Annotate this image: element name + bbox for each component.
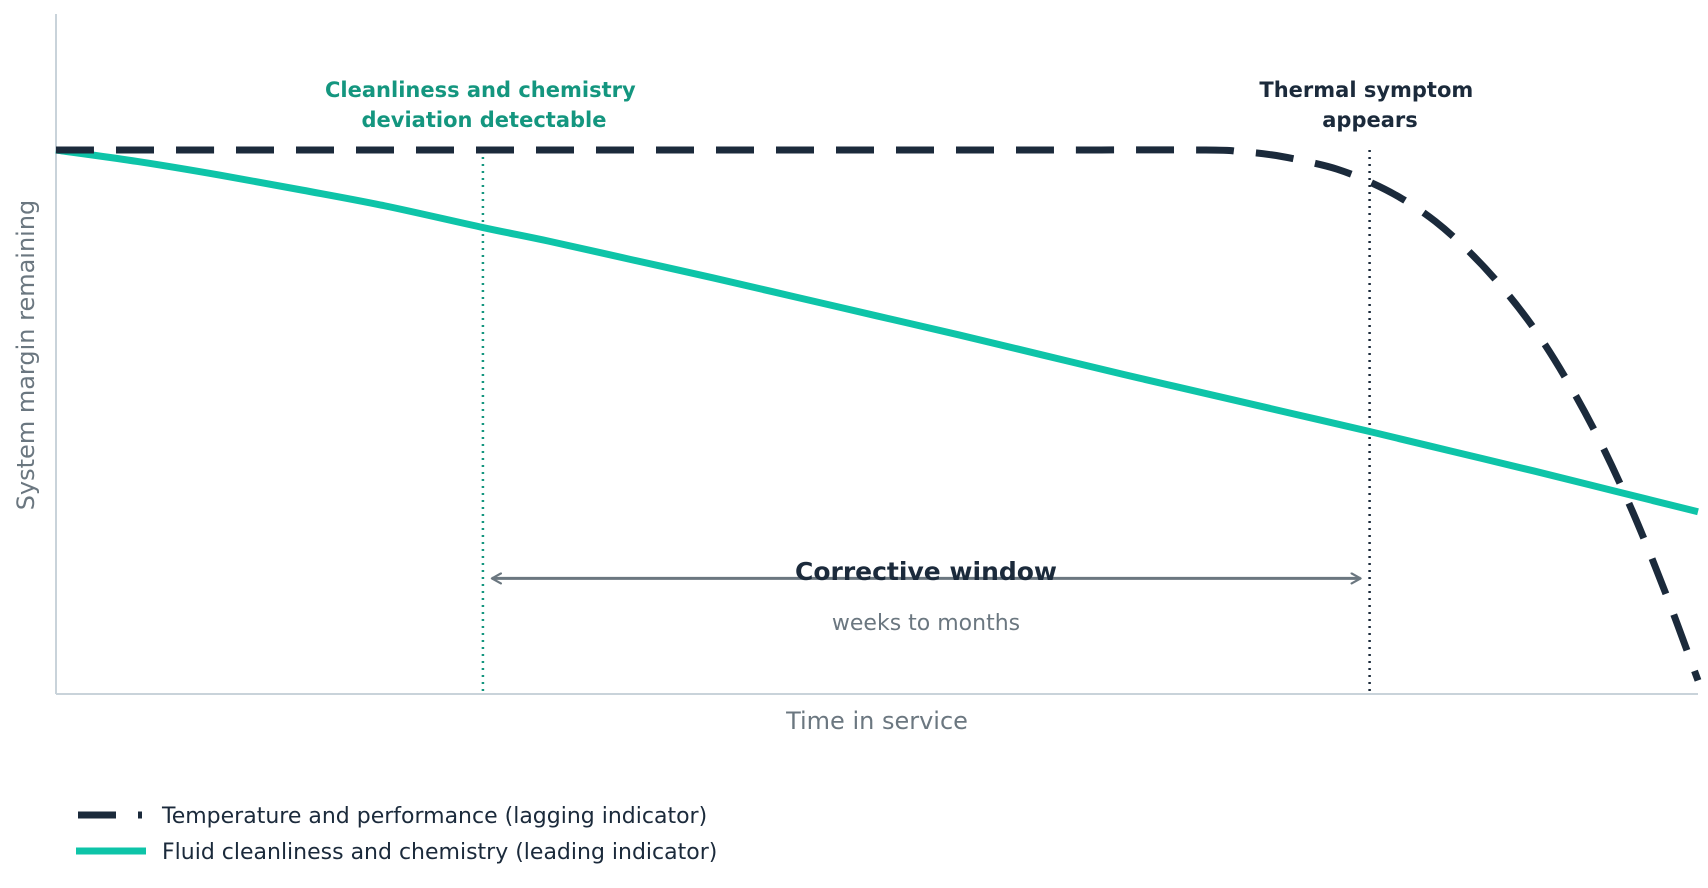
series-line-1 xyxy=(55,146,1699,516)
corrective-window-subtitle: weeks to months xyxy=(832,611,1020,636)
marker-label-thermal: Thermal symptom appears xyxy=(1259,78,1480,132)
marker-label-deviation: Cleanliness and chemistry deviation dete… xyxy=(325,78,643,132)
legend-label-lagging: Temperature and performance (lagging ind… xyxy=(161,804,707,829)
series-lines xyxy=(55,146,1702,682)
y-axis-label: System margin remaining xyxy=(12,200,40,511)
x-axis-label: Time in service xyxy=(785,707,968,735)
corrective-window-title: Corrective window xyxy=(795,557,1057,586)
marker-label-thermal-line1: Thermal symptom xyxy=(1259,78,1473,102)
legend: Temperature and performance (lagging ind… xyxy=(76,804,717,865)
marker-label-deviation-line1: Cleanliness and chemistry xyxy=(325,78,636,102)
marker-label-thermal-line2: appears xyxy=(1322,108,1418,132)
marker-label-deviation-line2: deviation detectable xyxy=(362,108,607,132)
series-line-0 xyxy=(55,146,1702,682)
legend-label-leading: Fluid cleanliness and chemistry (leading… xyxy=(162,840,717,865)
